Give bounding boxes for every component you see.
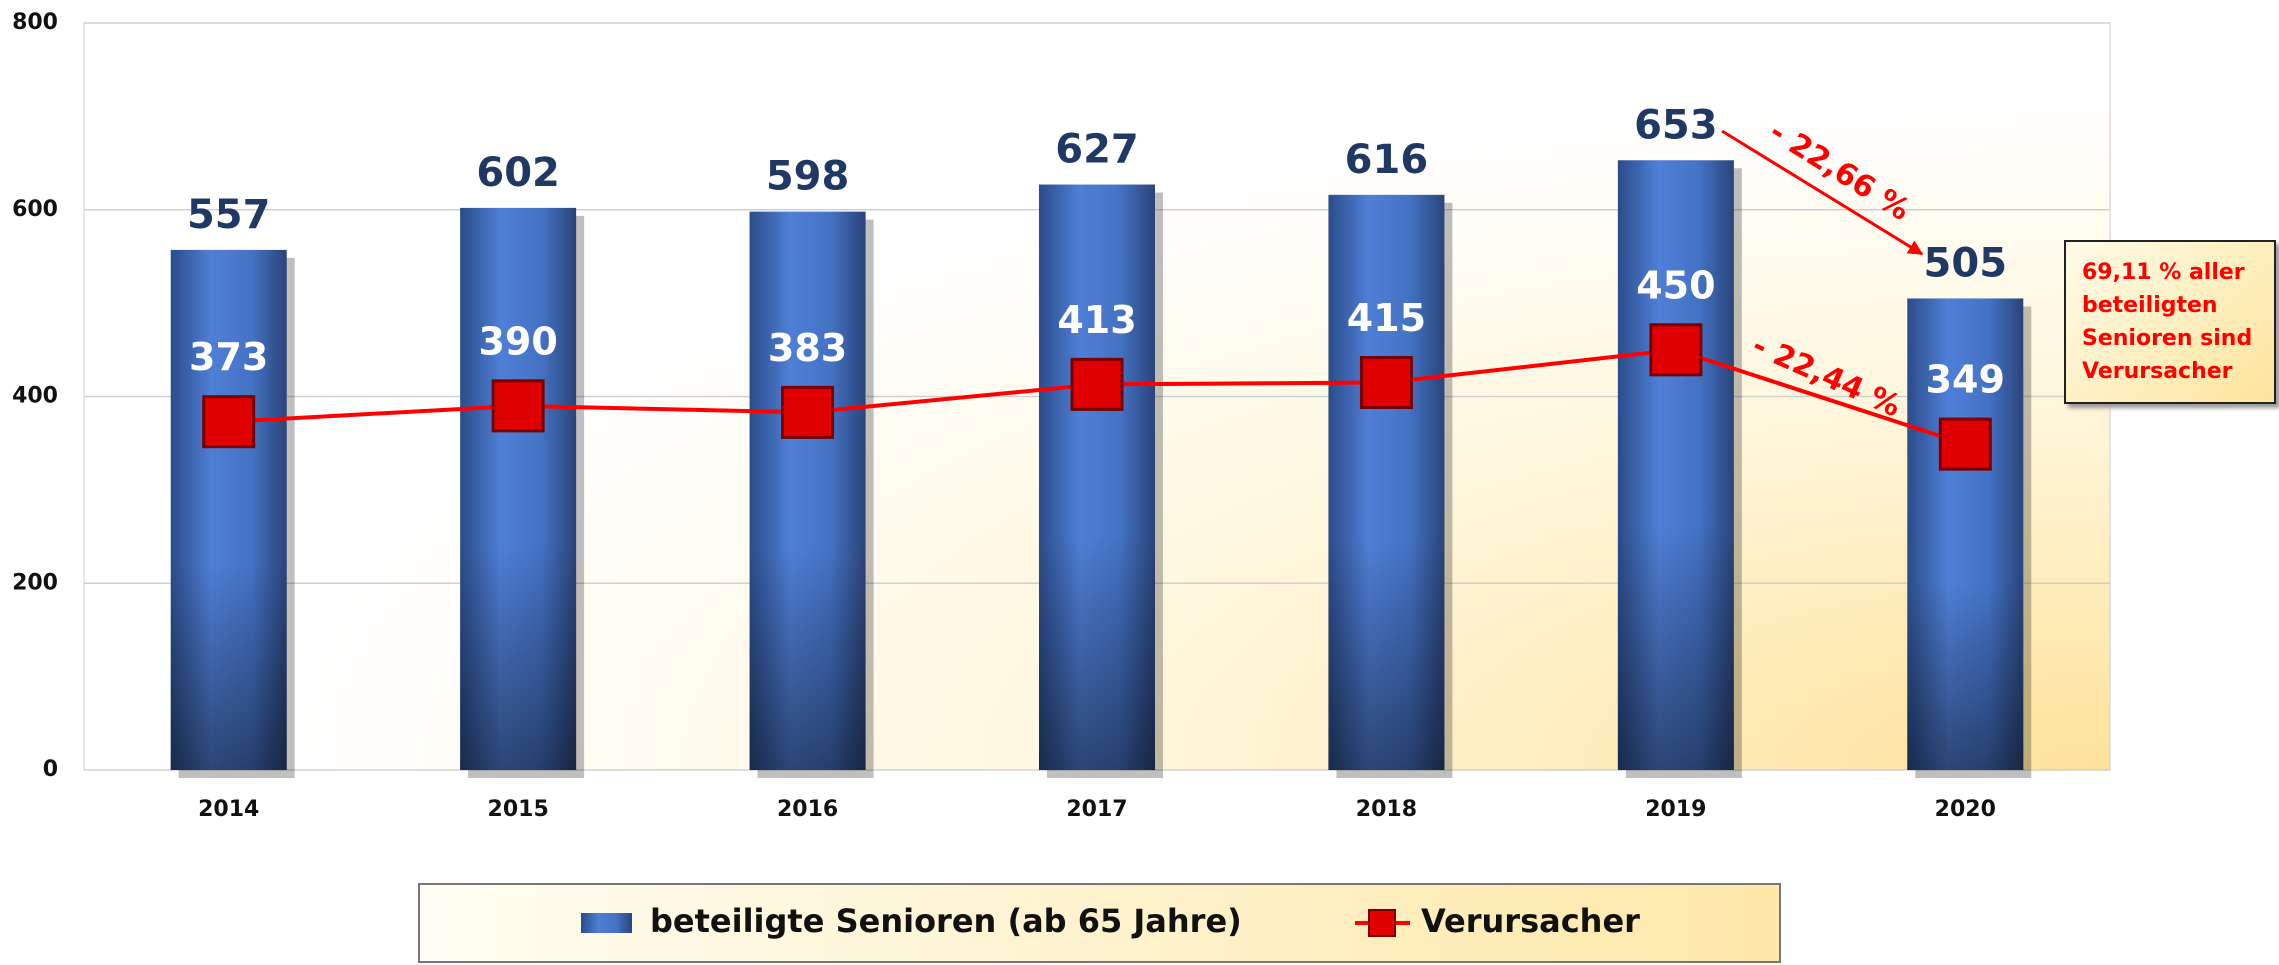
bar-shade (749, 211, 866, 770)
marker (202, 395, 256, 449)
x-tick-label: 2019 (1645, 797, 1706, 822)
x-tick-label: 2020 (1935, 797, 1996, 822)
bar-shade (170, 249, 287, 770)
data-label: 373 (189, 335, 268, 379)
data-label: 616 (1345, 137, 1429, 183)
data-label: 598 (766, 154, 850, 200)
data-label: 627 (1055, 127, 1139, 173)
y-tick-label: 400 (12, 384, 58, 409)
marker (781, 385, 835, 439)
marker (1359, 355, 1413, 409)
x-tick-label: 2018 (1356, 797, 1417, 822)
bar-shade (460, 207, 577, 770)
x-tick-label: 2016 (777, 797, 838, 822)
legend-label: Verursacher (1421, 902, 1640, 940)
data-label: 390 (478, 319, 557, 363)
data-label: 653 (1634, 102, 1718, 148)
data-label: 602 (476, 150, 560, 196)
data-label: 413 (1057, 298, 1136, 342)
bar-shade (1039, 184, 1155, 770)
y-tick-label: 600 (12, 197, 58, 222)
arrow (1721, 129, 1924, 256)
data-label: 557 (187, 192, 271, 238)
marker (1649, 323, 1703, 377)
y-tick-label: 800 (12, 10, 58, 35)
x-tick-label: 2017 (1066, 797, 1127, 822)
bar-shade (1328, 194, 1445, 770)
annotation-box: 69,11 % aller beteiligten Senioren sind … (2064, 240, 2276, 404)
data-label: 415 (1347, 296, 1426, 340)
x-tick-label: 2014 (198, 797, 259, 822)
data-label: 349 (1926, 358, 2005, 402)
data-label: 383 (768, 326, 847, 370)
bar-shade (1617, 160, 1734, 771)
marker (1938, 417, 1992, 471)
x-tick-label: 2015 (488, 797, 549, 822)
data-label: 450 (1636, 263, 1715, 307)
bar-shade (1907, 298, 2024, 770)
legend (418, 883, 1781, 963)
y-tick-label: 200 (12, 570, 58, 595)
marker (1070, 357, 1124, 411)
data-label: 505 (1924, 240, 2008, 286)
legend-swatch (1368, 909, 1396, 937)
legend-label: beteiligte Senioren (ab 65 Jahre) (650, 902, 1242, 940)
legend-swatch (581, 913, 632, 933)
y-tick-label: 0 (43, 757, 58, 782)
marker (491, 379, 545, 433)
